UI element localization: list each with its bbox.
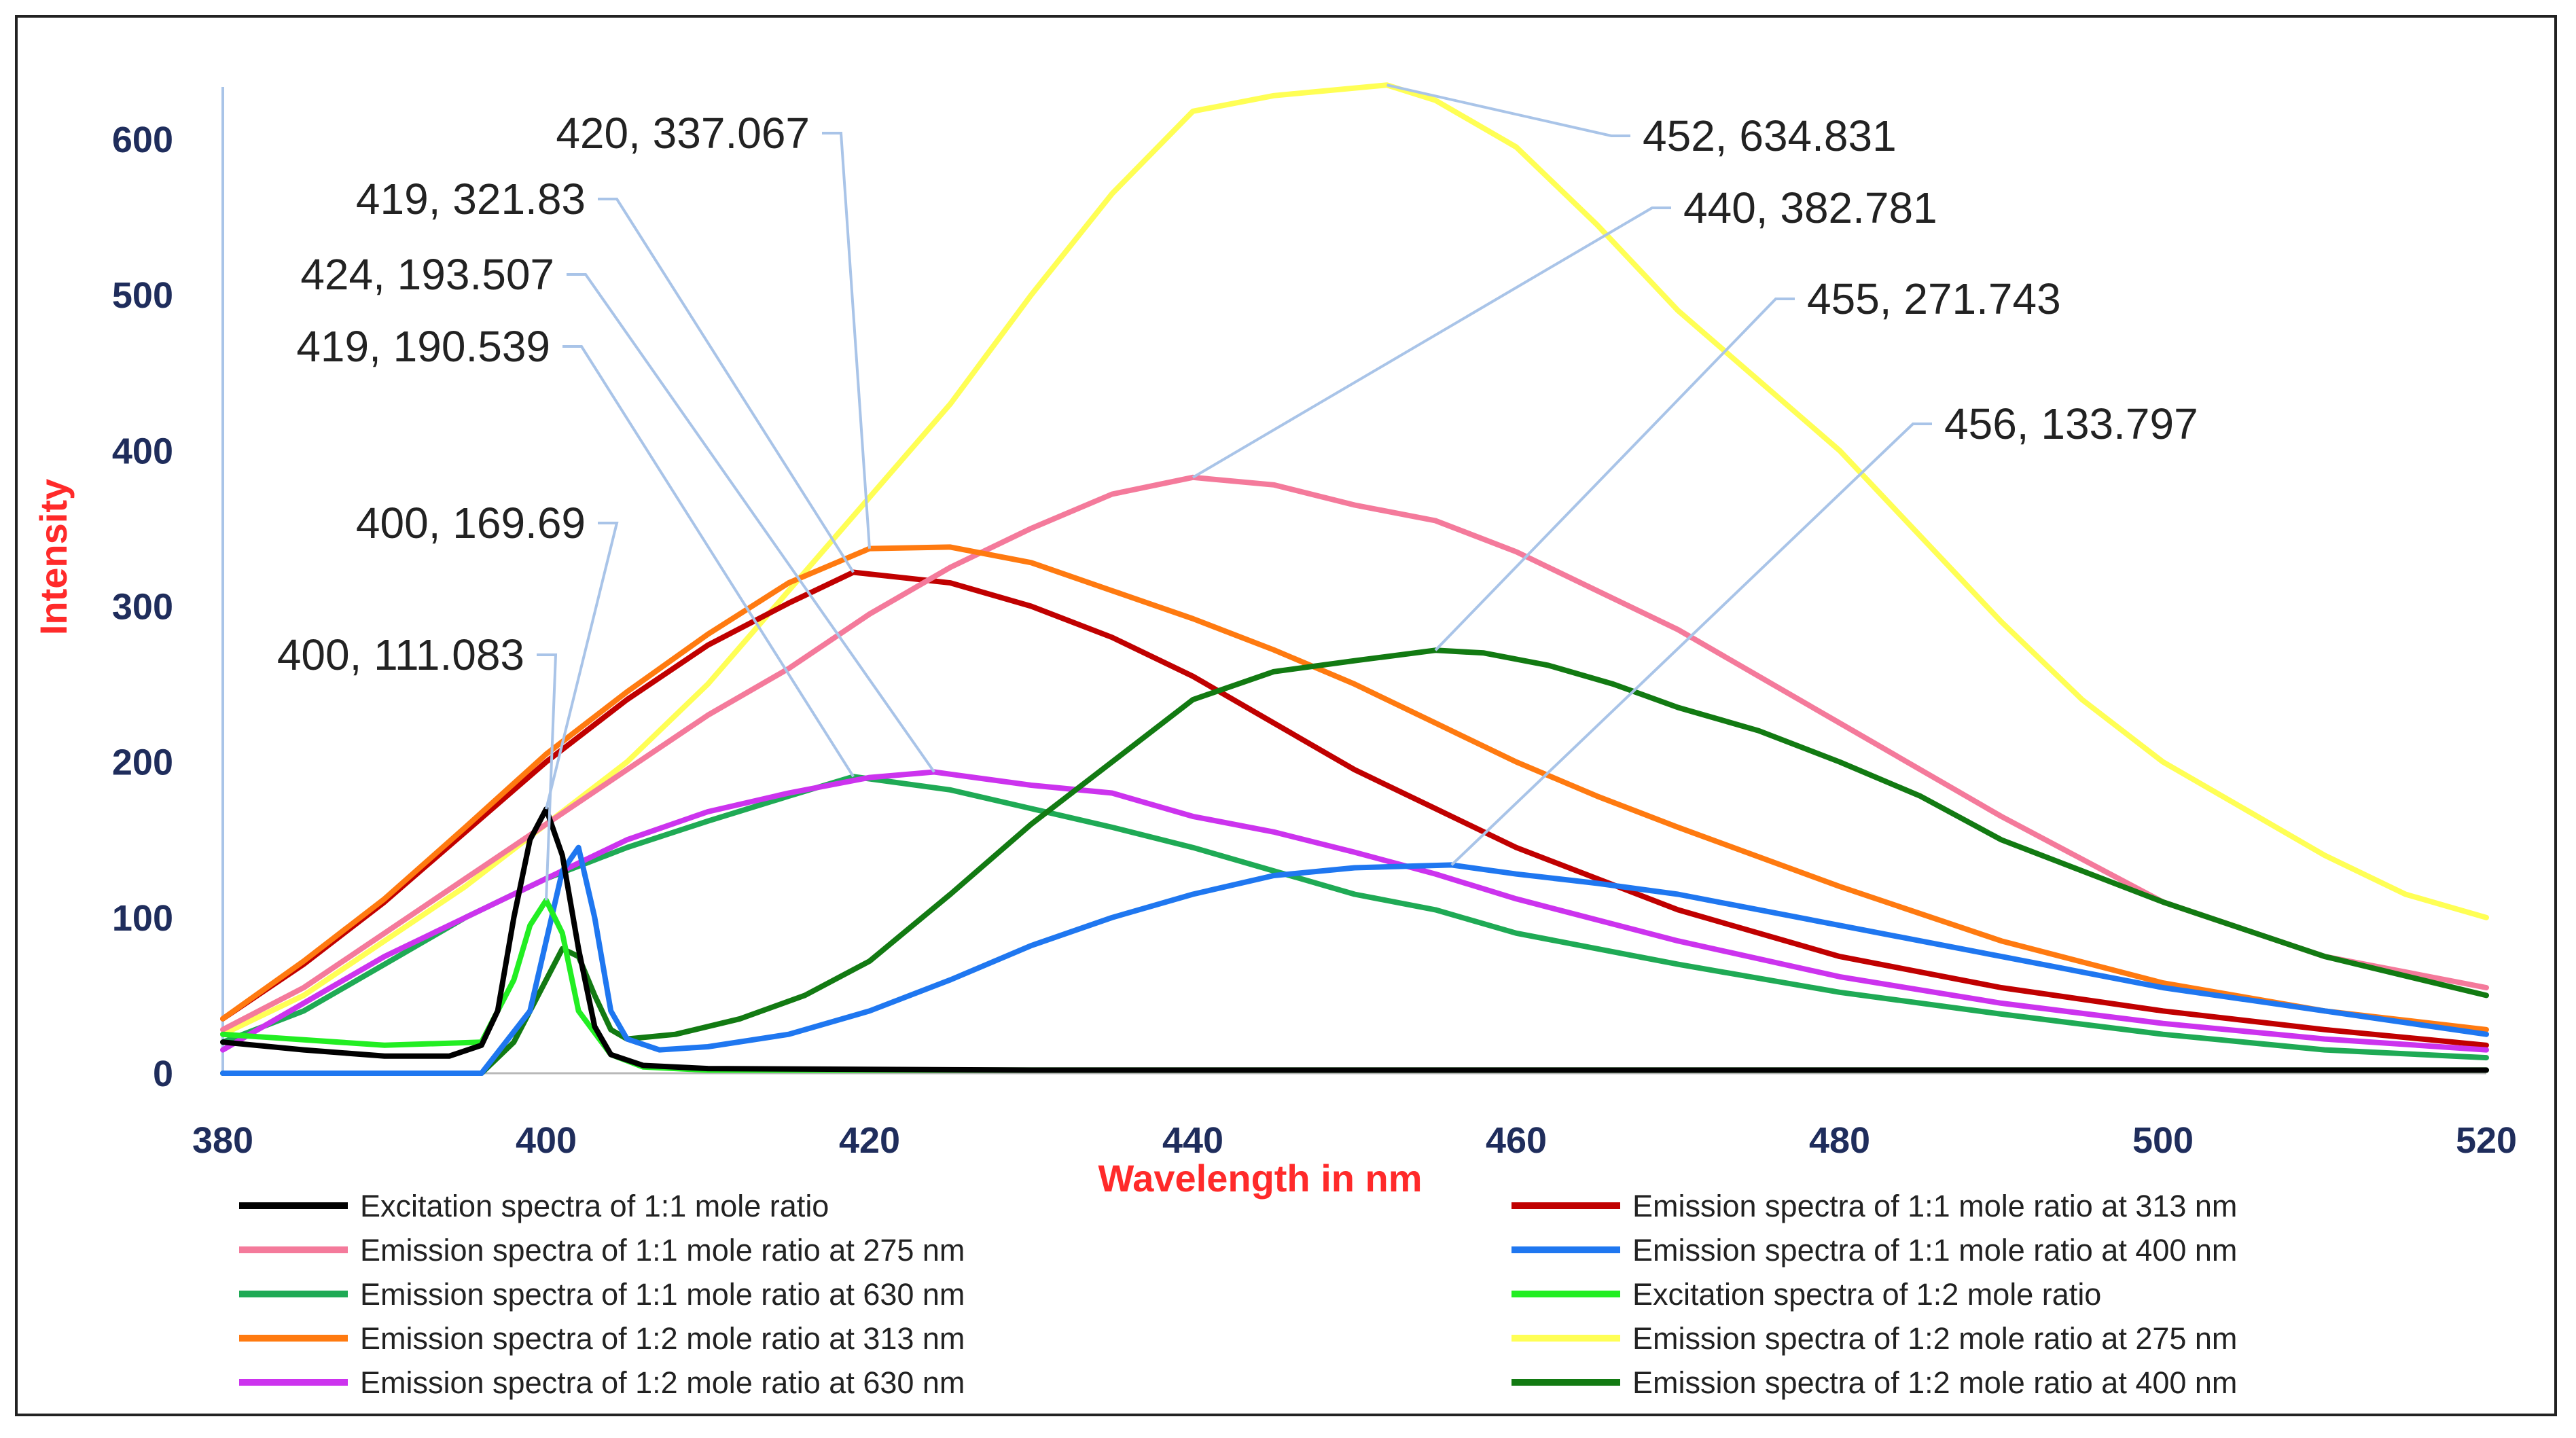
legend-item: Emission spectra of 1:2 mole ratio at 63…	[360, 1365, 965, 1400]
legend-item: Emission spectra of 1:2 mole ratio at 27…	[1632, 1321, 2237, 1356]
legend-item: Emission spectra of 1:2 mole ratio at 40…	[1632, 1365, 2237, 1400]
data-label: 400, 111.083	[277, 630, 524, 679]
series-line	[220, 569, 2489, 1048]
data-label: 400, 169.69	[356, 499, 586, 547]
data-label: 419, 190.539	[296, 322, 550, 371]
data-label: 456, 133.797	[1944, 399, 2198, 448]
y-tick-label: 500	[112, 275, 173, 316]
y-tick-label: 100	[112, 898, 173, 939]
data-label: 455, 271.743	[1807, 274, 2061, 323]
leader-line	[1387, 84, 1630, 137]
leader-line	[1434, 298, 1795, 651]
x-ticks: 380 400 420 440 460 480 500 520	[192, 1120, 2517, 1161]
x-tick-label: 500	[2132, 1120, 2194, 1161]
data-label: 419, 321.83	[356, 175, 586, 223]
legend-item: Excitation spectra of 1:1 mole ratio	[360, 1189, 829, 1223]
leader-line	[545, 522, 619, 810]
leader-line	[822, 132, 871, 549]
data-label: 420, 337.067	[556, 109, 810, 158]
legend-item: Emission spectra of 1:1 mole ratio at 63…	[360, 1277, 965, 1312]
legend-item: Emission spectra of 1:2 mole ratio at 31…	[360, 1321, 965, 1356]
x-tick-label: 380	[192, 1120, 253, 1161]
x-tick-label: 520	[2456, 1120, 2517, 1161]
data-label: 424, 193.507	[300, 250, 554, 299]
leader-line	[1450, 423, 1932, 866]
legend-item: Emission spectra of 1:1 mole ratio at 27…	[360, 1233, 965, 1268]
y-axis-label: Intensity	[32, 479, 75, 635]
leader-line	[537, 653, 558, 901]
legend-item: Emission spectra of 1:1 mole ratio at 40…	[1632, 1233, 2237, 1268]
series-line	[220, 774, 2489, 1061]
y-tick-label: 400	[112, 431, 173, 471]
data-label: 452, 634.831	[1643, 111, 1897, 160]
legend: Excitation spectra of 1:1 mole ratio Emis…	[239, 1189, 2237, 1400]
x-tick-label: 440	[1162, 1120, 1223, 1161]
data-label: 440, 382.781	[1683, 183, 1937, 232]
x-tick-label: 480	[1809, 1120, 1870, 1161]
series-layer	[220, 82, 2489, 1076]
x-tick-label: 420	[839, 1120, 900, 1161]
legend-item: Excitation spectra of 1:2 mole ratio	[1632, 1277, 2101, 1312]
y-tick-label: 0	[153, 1054, 173, 1094]
leader-line	[1192, 206, 1671, 479]
series-line	[220, 844, 2489, 1076]
leader-line	[567, 273, 935, 773]
y-tick-label: 200	[112, 742, 173, 783]
annotations: 452, 634.831 440, 382.781 455, 271.743 456,…	[277, 84, 2198, 901]
legend-item: Emission spectra of 1:1 mole ratio at 31…	[1632, 1189, 2237, 1223]
y-tick-label: 600	[112, 120, 173, 160]
chart-frame	[15, 15, 2557, 1416]
y-tick-label: 300	[112, 587, 173, 628]
leader-line	[562, 345, 855, 778]
y-ticks: 0 100 200 300 400 500 600	[112, 120, 173, 1094]
x-axis-label: Wavelength in nm	[1098, 1157, 1422, 1200]
leader-line	[598, 198, 855, 573]
series-line	[220, 544, 2489, 1032]
x-tick-label: 460	[1486, 1120, 1547, 1161]
x-tick-label: 400	[516, 1120, 577, 1161]
